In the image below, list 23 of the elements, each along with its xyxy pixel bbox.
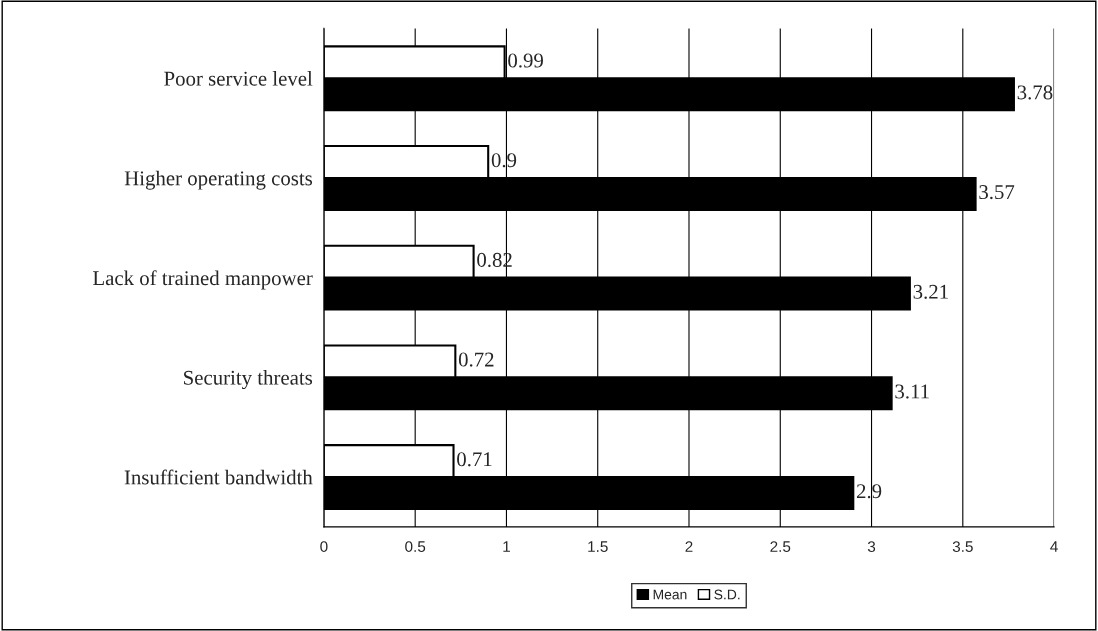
y-tick-label: Higher operating costs: [124, 170, 313, 190]
x-tick-label: 1.5: [588, 541, 608, 552]
data-label: 3.21: [913, 284, 948, 299]
data-label: 3.57: [979, 185, 1015, 200]
legend-label: S.D.: [714, 589, 740, 600]
data-label: 0.99: [508, 53, 544, 68]
y-tick-label: Insufficient bandwidth: [124, 469, 313, 485]
data-label: 0.72: [458, 352, 494, 367]
x-tick-label: 3.5: [952, 541, 973, 552]
x-tick-label: 2: [685, 541, 693, 552]
y-tick-label: Poor service level: [164, 71, 313, 86]
x-tick-label: 2.5: [770, 541, 791, 552]
data-label: 3.78: [1017, 85, 1053, 100]
x-tick-label: 4: [1050, 541, 1058, 552]
x-tick-label: 0.5: [405, 541, 426, 552]
y-tick-label: Security threats: [184, 370, 313, 390]
x-tick-label: 1: [503, 541, 510, 552]
x-tick-label: 3: [867, 541, 876, 552]
legend-label: Mean: [653, 589, 687, 600]
x-tick-label: 0: [320, 541, 328, 552]
data-label: 0.71: [457, 452, 492, 467]
data-label: 3.11: [895, 384, 929, 399]
y-tick-label: Lack of trained manpower: [93, 270, 313, 290]
